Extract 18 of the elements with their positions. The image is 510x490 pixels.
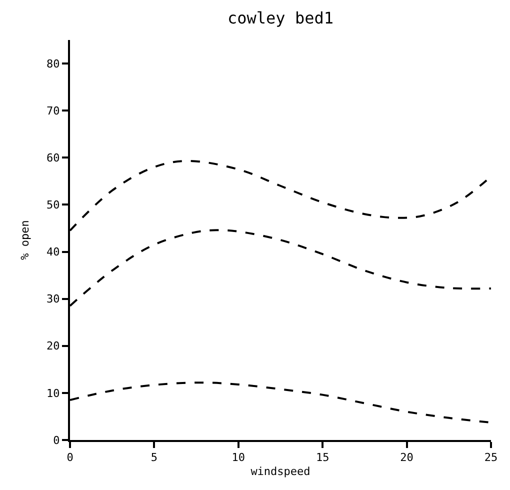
chart-title: cowley bed1 [228, 8, 334, 28]
x-tick-label: 0 [66, 451, 74, 464]
x-tick-label: 5 [150, 451, 158, 464]
y-tick-label: 80 [46, 57, 60, 70]
x-axis-title: windspeed [250, 464, 310, 478]
y-tick-label: 70 [46, 104, 60, 118]
y-tick-label: 10 [46, 386, 60, 400]
y-tick-label: 30 [46, 292, 60, 306]
y-tick-label: 20 [46, 340, 60, 353]
y-axis-title: % open [18, 220, 32, 260]
y-tick-label: 0 [53, 434, 60, 447]
x-tick-label: 10 [232, 451, 246, 464]
y-tick-label: 40 [46, 246, 60, 259]
y-tick-label: 50 [46, 198, 60, 212]
x-tick-label: 20 [400, 451, 414, 464]
y-tick-label: 60 [46, 152, 60, 164]
x-tick-label: 15 [316, 451, 330, 464]
x-tick-label: 25 [484, 451, 498, 464]
